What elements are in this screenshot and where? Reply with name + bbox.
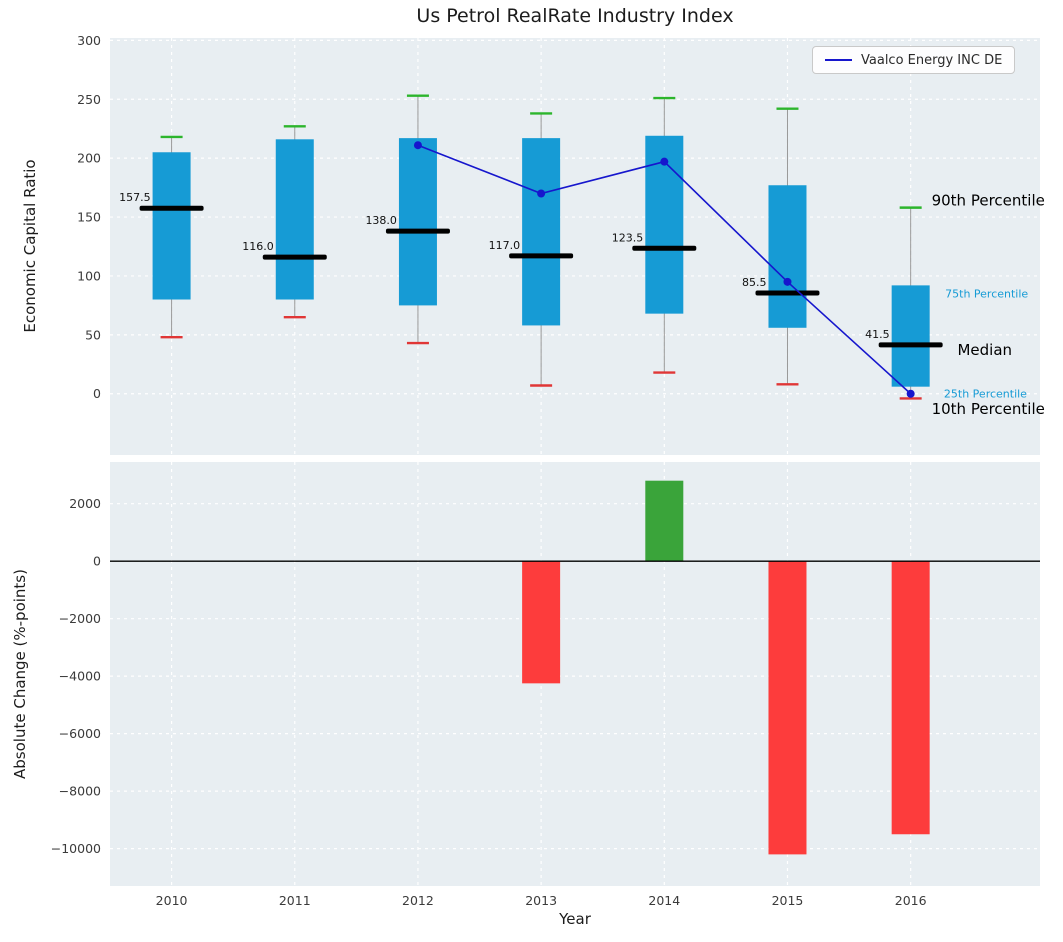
bar [891,561,930,835]
median-line [632,245,697,251]
x-tick-label: 2010 [156,893,188,908]
median-label: 116.0 [242,240,274,253]
median-label: 123.5 [612,231,644,244]
y-tick-label: −4000 [59,669,101,684]
median-line [385,228,450,234]
annotation: 90th Percentile [932,192,1045,210]
y-tick-label: −6000 [59,726,101,741]
median-line [755,290,820,296]
y-tick-label: −8000 [59,784,101,799]
y-tick-label: −2000 [59,611,101,626]
y-tick-label: 50 [85,327,101,342]
y-tick-label: 2000 [69,496,101,511]
series-marker [660,157,669,166]
y-axis-label-top: Economic Capital Ratio [21,159,39,333]
y-tick-label: 200 [77,151,101,166]
y-tick-label: 100 [77,268,101,283]
median-label: 117.0 [489,239,521,252]
legend: Vaalco Energy INC DE [812,46,1016,74]
median-label: 138.0 [365,214,397,227]
plot-area [110,38,1040,455]
series-marker [906,389,915,398]
box [152,152,191,300]
median-line [139,205,204,211]
box [398,138,437,306]
box [275,139,314,300]
x-tick-label: 2012 [402,893,434,908]
median-line [262,254,327,260]
y-tick-label: 300 [77,33,101,48]
box [891,285,930,387]
median-label: 157.5 [119,191,151,204]
series-marker [537,189,546,198]
legend-label: Vaalco Energy INC DE [861,52,1003,68]
annotation: 75th Percentile [945,287,1028,300]
annotation: Median [957,341,1012,359]
y-tick-label: 0 [93,386,101,401]
x-tick-label: 2016 [895,893,927,908]
series-marker [783,277,792,286]
y-tick-label: 150 [77,210,101,225]
y-tick-label: 0 [93,554,101,569]
series-marker [413,141,422,150]
legend-line-sample [825,59,852,61]
y-tick-label: −10000 [51,841,101,856]
bar [522,561,561,684]
plot-area [110,462,1040,886]
x-tick-label: 2013 [525,893,557,908]
y-tick-label: 250 [77,92,101,107]
bar [768,561,807,855]
chart-title: Us Petrol RealRate Industry Index [416,5,734,27]
x-tick-label: 2015 [772,893,804,908]
x-axis-label: Year [559,910,591,928]
median-line [509,253,574,259]
annotation: 10th Percentile [932,400,1045,418]
x-tick-label: 2011 [279,893,311,908]
median-label: 41.5 [865,328,890,341]
box [768,185,807,328]
x-tick-label: 2014 [648,893,680,908]
median-line [878,342,943,348]
y-axis-label-bottom: Absolute Change (%-points) [11,569,29,779]
annotation: 25th Percentile [944,388,1027,401]
bar [645,480,684,562]
box [522,138,561,326]
median-label: 85.5 [742,276,767,289]
